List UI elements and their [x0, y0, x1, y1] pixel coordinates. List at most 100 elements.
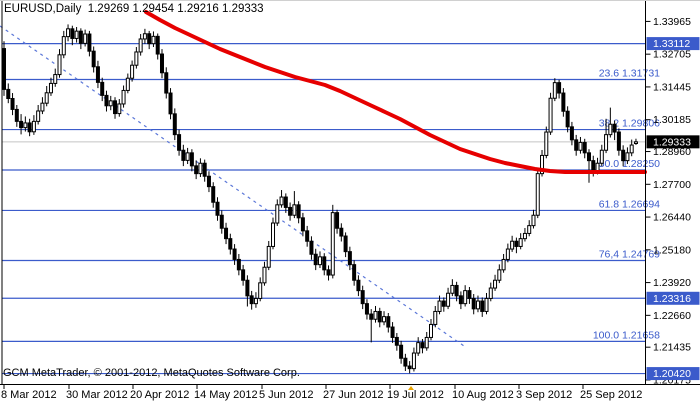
fibonacci-label: 23.6 1.31731 [599, 67, 660, 79]
candle-bullish [373, 310, 378, 320]
candle-bullish [429, 323, 433, 338]
price-axis-label: 1.25180 [653, 244, 691, 256]
date-axis-label: 8 Mar 2012 [1, 389, 57, 401]
candle-bearish [591, 160, 596, 172]
candle-bearish [19, 120, 24, 129]
candle-bullish [527, 225, 532, 234]
candle-bullish [138, 38, 143, 53]
candle-bullish [475, 300, 480, 310]
candle-bearish [394, 336, 399, 346]
candle-bullish [433, 310, 438, 325]
candle-bullish [416, 342, 421, 354]
candle-bearish [194, 165, 199, 175]
candle-bearish [70, 28, 75, 39]
price-axis-label: 1.23920 [653, 277, 691, 289]
candle-bearish [211, 186, 216, 203]
candle-bullish [253, 297, 258, 305]
candle-bullish [262, 266, 267, 284]
candle-bearish [296, 204, 301, 219]
date-axis-label: 20 Apr 2012 [130, 389, 189, 401]
candle-bullish [544, 131, 549, 156]
candle-bearish [95, 66, 100, 83]
price-axis-label: 1.27700 [653, 179, 691, 191]
date-axis-label: 27 Jun 2012 [323, 389, 384, 401]
candle-bearish [335, 212, 340, 229]
date-axis-label: 3 Sep 2012 [516, 389, 572, 401]
candle-bearish [164, 72, 169, 94]
candle-bullish [83, 33, 88, 44]
candle-bullish [74, 30, 79, 39]
time-axis-marker [408, 386, 414, 390]
candle-bearish [172, 113, 177, 136]
candle-bearish [232, 248, 237, 260]
candle-bearish [557, 82, 562, 94]
candle-bullish [31, 120, 36, 133]
candle-bullish [629, 144, 634, 154]
candle-bearish [288, 206, 293, 216]
candle-bullish [552, 82, 557, 99]
candle-bullish [130, 64, 135, 79]
date-axis-label: 5 Jun 2012 [259, 389, 313, 401]
candle-bullish [446, 292, 451, 307]
candle-bearish [241, 269, 246, 281]
fibonacci-label: 100.0 1.21658 [593, 329, 660, 341]
candle-bullish [411, 352, 416, 370]
candle-bearish [313, 253, 318, 266]
candle-bearish [177, 134, 182, 151]
price-tag-label: 1.33112 [653, 38, 690, 50]
date-axis-label: 19 Jul 2012 [387, 389, 444, 401]
candle-bearish [322, 256, 327, 271]
candle-bullish [142, 33, 147, 40]
candle-bearish [343, 235, 348, 253]
candle-bullish [66, 28, 71, 38]
candle-bearish [352, 264, 357, 281]
candle-bullish [57, 54, 62, 76]
candle-bullish [633, 141, 638, 145]
copyright-text: GCM MetaTrader, © 2001-2012, MetaQuotes … [3, 367, 300, 379]
chart-title: EURUSD,Daily 1.29269 1.29454 1.29216 1.2… [4, 3, 264, 15]
candle-bearish [189, 152, 194, 167]
candle-bullish [53, 74, 58, 84]
candle-bullish [121, 89, 126, 105]
candle-bearish [377, 310, 382, 323]
candle-bearish [147, 33, 152, 45]
candle-bearish [386, 316, 391, 328]
candle-bullish [540, 154, 545, 175]
candle-bearish [454, 284, 459, 297]
candle-bullish [463, 290, 468, 305]
candle-bearish [159, 53, 164, 74]
candle-bearish [420, 342, 425, 349]
trendline-dashed [0, 25, 465, 347]
candle-bearish [283, 196, 288, 208]
candle-bullish [279, 196, 284, 206]
candle-bullish [625, 152, 630, 162]
price-axis-label: 1.22660 [653, 310, 691, 322]
price-tag-label: 1.23316 [653, 293, 691, 305]
candle-bearish [215, 201, 220, 216]
candle-bullish [151, 35, 156, 45]
candle-bearish [574, 139, 579, 151]
candle-bullish [578, 141, 583, 151]
price-tag-label: 1.20420 [653, 368, 691, 380]
candle-bearish [10, 98, 15, 110]
candle-bullish [23, 122, 28, 129]
candle-bearish [407, 365, 412, 370]
price-axis-label: 1.26440 [653, 212, 691, 224]
candle-bearish [360, 290, 365, 305]
candle-bullish [505, 248, 510, 260]
candle-bullish [271, 222, 276, 247]
date-axis-label: 14 May 2012 [194, 389, 258, 401]
candle-bullish [108, 100, 113, 107]
candle-bullish [292, 204, 297, 216]
price-axis-label: 1.31445 [653, 81, 691, 93]
candle-bearish [206, 175, 211, 188]
price-axis-label: 1.32705 [653, 49, 691, 61]
price-axis-label: 1.28960 [653, 146, 691, 158]
candle-bullish [317, 256, 322, 266]
candle-bearish [390, 326, 395, 338]
candle-bearish [561, 92, 566, 112]
candle-bullish [518, 238, 523, 247]
price-tag-label: 1.29333 [653, 136, 691, 148]
